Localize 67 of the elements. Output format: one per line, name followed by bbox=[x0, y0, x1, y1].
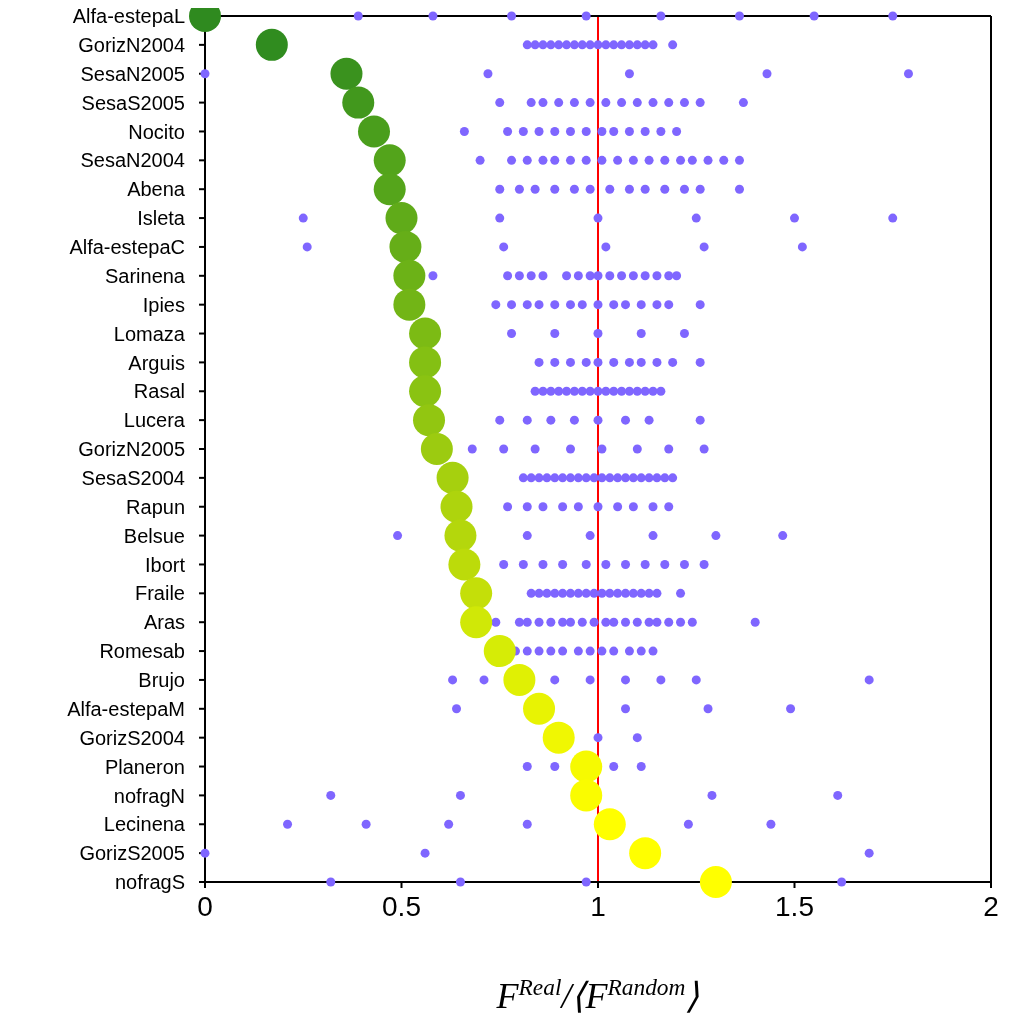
y-tick-label: Abena bbox=[127, 178, 186, 201]
x-tick-label: 1 bbox=[590, 890, 606, 922]
y-tick-label: Ibort bbox=[144, 553, 186, 576]
y-tick-label: Lucera bbox=[123, 409, 186, 432]
y-tick-label: nofragN bbox=[113, 784, 185, 807]
y-tick-label: GorizS2004 bbox=[79, 726, 185, 749]
point bbox=[393, 259, 426, 292]
point bbox=[389, 230, 422, 263]
point bbox=[460, 606, 493, 639]
point bbox=[483, 635, 516, 668]
point bbox=[542, 721, 575, 754]
y-tick-label: Ipies bbox=[142, 293, 185, 316]
x-tick-label: 0 bbox=[197, 890, 213, 922]
y-tick-label: Belsue bbox=[123, 524, 185, 547]
point bbox=[699, 866, 732, 898]
y-tick-label: nofragS bbox=[114, 871, 185, 894]
point bbox=[409, 346, 442, 379]
point bbox=[444, 519, 477, 552]
point bbox=[373, 144, 406, 177]
point bbox=[385, 202, 418, 235]
y-tick-label: SesaN2004 bbox=[80, 149, 185, 172]
x-tick-label: 1.5 bbox=[775, 890, 814, 922]
point bbox=[570, 779, 603, 812]
y-tick-label: Lomaza bbox=[113, 322, 186, 345]
point bbox=[255, 28, 288, 61]
y-tick-label: SesaS2004 bbox=[81, 466, 185, 489]
point bbox=[629, 837, 662, 870]
y-tick-label: Romesab bbox=[99, 640, 185, 663]
point bbox=[440, 490, 473, 523]
point bbox=[413, 404, 446, 437]
point bbox=[436, 461, 469, 494]
y-tick-label: SesaS2005 bbox=[81, 91, 185, 114]
y-tick-label: Rasal bbox=[133, 380, 185, 403]
point bbox=[420, 433, 453, 465]
y-tick-label: Brujo bbox=[138, 669, 185, 692]
y-tick-label: GorizS2005 bbox=[79, 842, 185, 865]
point bbox=[373, 173, 406, 206]
y-tick-label: Aras bbox=[143, 611, 185, 634]
point bbox=[593, 808, 626, 841]
y-tick-label: Rapun bbox=[126, 495, 185, 518]
point bbox=[570, 750, 603, 783]
point bbox=[393, 288, 426, 321]
point bbox=[409, 317, 442, 350]
y-tick-label: SesaN2005 bbox=[80, 62, 185, 85]
y-tick-label: GorizN2004 bbox=[78, 33, 185, 56]
y-tick-label: Alfa-estepaM bbox=[67, 697, 185, 720]
x-tick-label: 2 bbox=[983, 890, 999, 922]
y-tick-label: Arguis bbox=[128, 351, 185, 374]
point bbox=[357, 115, 390, 148]
point bbox=[409, 375, 442, 408]
point bbox=[503, 663, 536, 696]
y-tick-label: Isleta bbox=[137, 207, 186, 230]
point bbox=[523, 692, 556, 725]
y-tick-label: GorizN2005 bbox=[78, 438, 185, 461]
x-axis-title: F$^{Real}$/⟨F$^{Random}$⟩ bbox=[495, 974, 700, 1016]
point bbox=[460, 577, 493, 610]
point bbox=[330, 57, 363, 90]
y-tick-label: Lecinena bbox=[103, 813, 186, 836]
y-tick-label: Fraile bbox=[134, 582, 185, 605]
point bbox=[342, 86, 375, 119]
y-tick-label: Nocito bbox=[128, 120, 185, 143]
y-tick-label: Alfa-estepaL bbox=[72, 5, 185, 28]
x-tick-label: 0.5 bbox=[382, 890, 421, 922]
y-tick-label: Alfa-estepaC bbox=[69, 236, 185, 259]
y-tick-label: Sarinena bbox=[104, 264, 186, 287]
y-tick-label: Planeron bbox=[104, 755, 185, 778]
point bbox=[448, 548, 481, 581]
